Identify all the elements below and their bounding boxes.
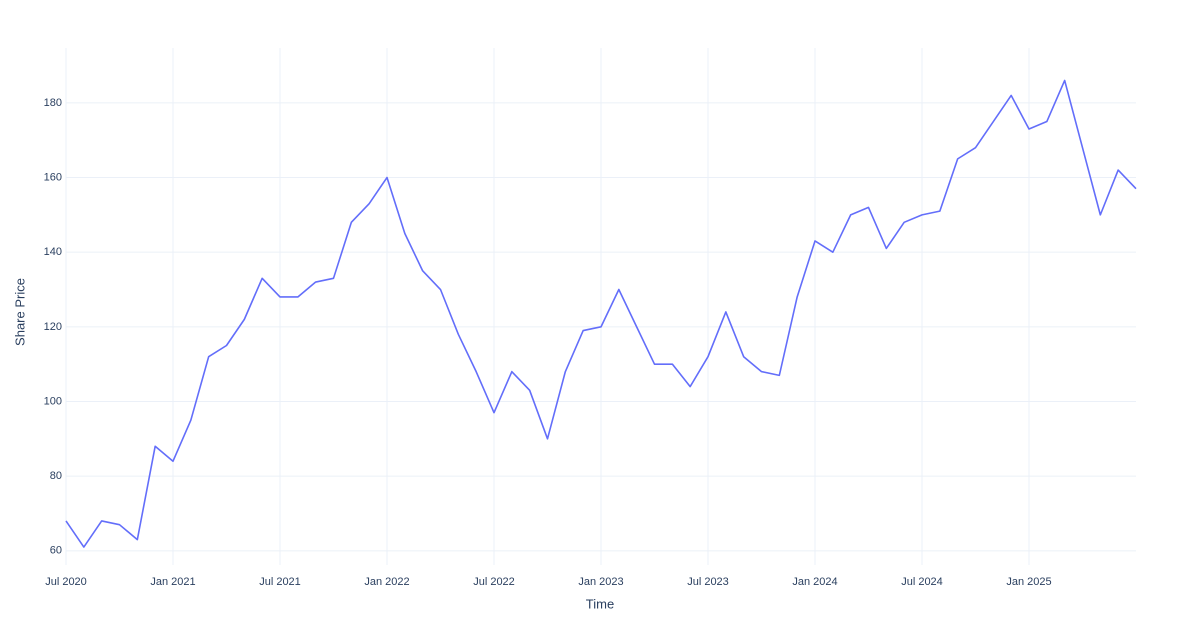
y-tick-label: 100 <box>44 395 62 407</box>
x-tick-label: Jan 2025 <box>1006 576 1051 588</box>
x-tick-label: Jul 2024 <box>901 576 943 588</box>
y-tick-label: 140 <box>44 246 62 258</box>
x-tick-label: Jan 2023 <box>578 576 623 588</box>
x-tick-label: Jul 2022 <box>473 576 515 588</box>
y-tick-label: 180 <box>44 97 62 109</box>
x-axis-title: Time <box>586 596 614 611</box>
x-tick-label: Jan 2022 <box>364 576 409 588</box>
x-tick-label: Jul 2021 <box>259 576 301 588</box>
line <box>65 79 1137 548</box>
y-tick-label: 120 <box>44 321 62 333</box>
y-axis-title: Share Price <box>12 278 27 346</box>
y-tick-label: 60 <box>50 545 62 557</box>
x-tick-label: Jul 2020 <box>45 576 87 588</box>
x-tick-label: Jan 2024 <box>792 576 837 588</box>
x-tick-label: Jul 2023 <box>687 576 729 588</box>
x-tick-label: Jan 2021 <box>150 576 195 588</box>
y-tick-label: 80 <box>50 470 62 482</box>
y-tick-label: 160 <box>44 171 62 183</box>
